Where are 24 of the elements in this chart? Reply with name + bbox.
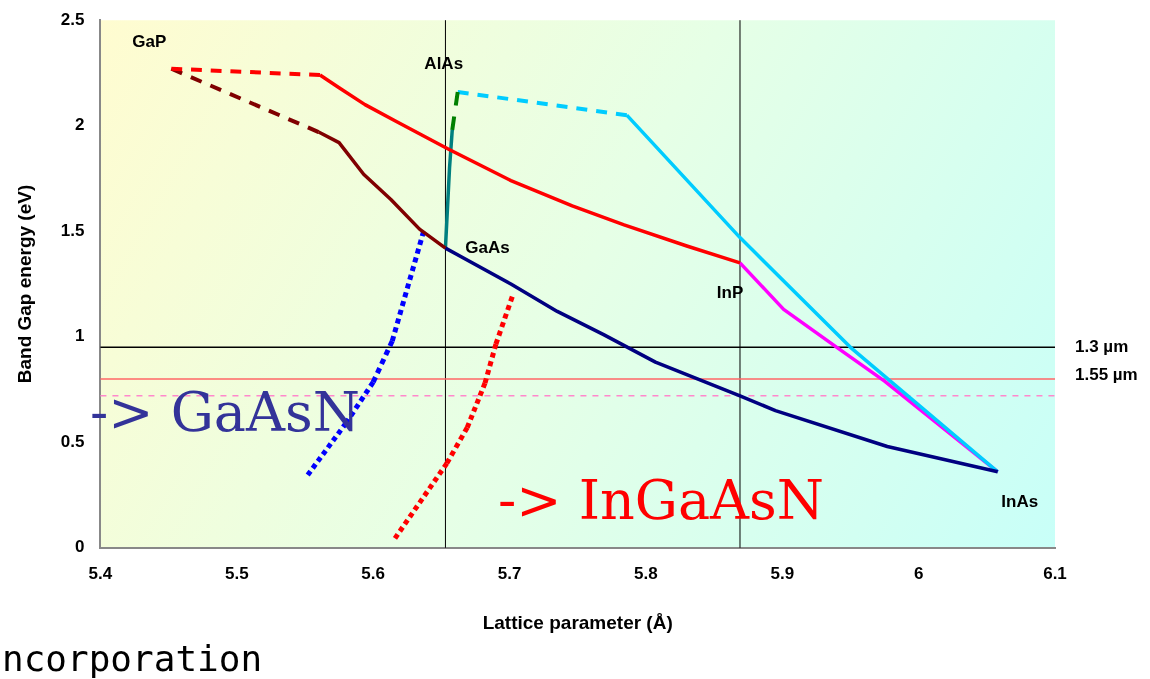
y-tick-label: 2.5 [60, 9, 85, 29]
x-tick-label: 5.5 [224, 563, 249, 583]
x-tick-label: 6 [913, 563, 924, 583]
x-tick-label: 5.7 [497, 563, 522, 583]
x-tick-label: 6.1 [1043, 563, 1067, 583]
y-tick-label: 0.5 [60, 431, 85, 451]
ref-line-label: 1.55 µm [1075, 364, 1138, 384]
x-tick-label: 5.8 [634, 563, 658, 583]
annotation: InP [716, 282, 744, 302]
x-axis-title: Lattice parameter (Å) [482, 611, 673, 633]
annotation: InAs [1001, 491, 1039, 511]
text: ncorporation [2, 638, 263, 679]
y-tick-label: 0 [74, 537, 85, 557]
ref-line-label: 1.3 µm [1075, 337, 1129, 356]
x-tick-label: 5.6 [361, 563, 385, 583]
annotation: GaP [132, 32, 167, 52]
y-tick-label: 1 [74, 326, 85, 346]
x-tick-label: 5.4 [88, 563, 113, 583]
y-axis-title: Band Gap energy (eV) [13, 184, 35, 384]
x-tick-label: 5.9 [770, 563, 795, 583]
y-tick-label: 1.5 [60, 220, 85, 240]
annotation: GaAs [465, 237, 510, 257]
y-tick-label: 2 [74, 115, 85, 135]
annotation: -> InGaAsN [498, 469, 825, 533]
